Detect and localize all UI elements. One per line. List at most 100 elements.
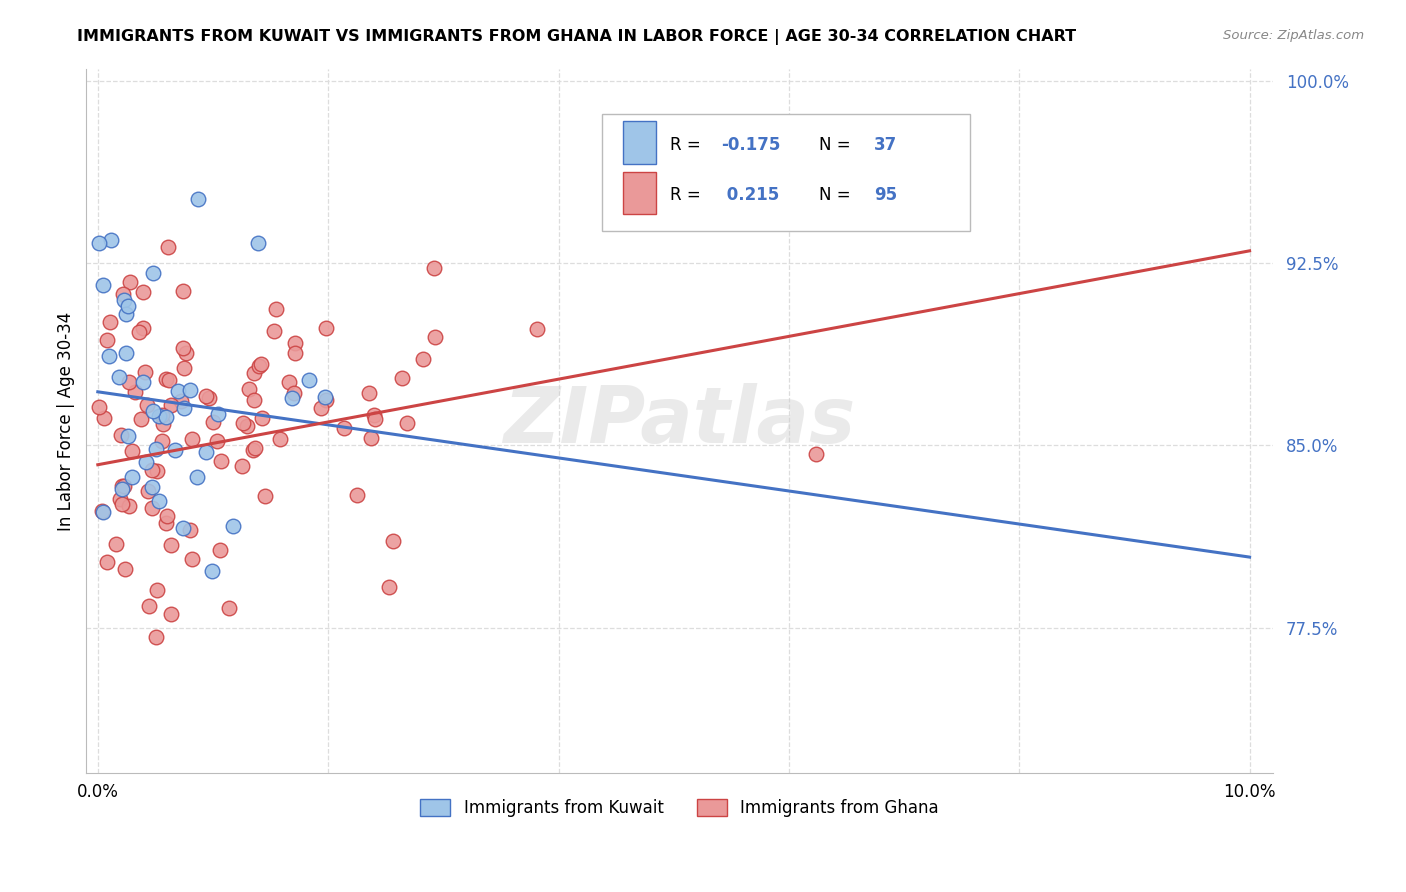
- Point: [90, 504, 112, 518]
- Text: R =: R =: [671, 186, 700, 204]
- Point: [180, 551, 202, 566]
- Point: [121, 469, 143, 483]
- Point: [93, 410, 115, 425]
- Point: [157, 373, 180, 387]
- Point: [180, 432, 202, 446]
- Point: [222, 519, 245, 533]
- Point: [114, 562, 136, 576]
- Point: [298, 373, 321, 387]
- Point: [132, 375, 155, 389]
- Point: [145, 630, 167, 644]
- Point: [114, 479, 136, 493]
- Point: [205, 434, 228, 448]
- Point: [110, 482, 132, 496]
- Point: [194, 444, 217, 458]
- Text: N =: N =: [820, 136, 851, 153]
- Point: [98, 315, 121, 329]
- Point: [250, 358, 273, 372]
- Point: [167, 384, 190, 398]
- Point: [172, 342, 194, 356]
- Point: [173, 361, 195, 376]
- Point: [242, 366, 264, 380]
- Point: [87, 235, 110, 250]
- Point: [250, 411, 273, 425]
- Point: [412, 351, 434, 366]
- Point: [315, 321, 337, 335]
- Point: [247, 235, 270, 250]
- Point: [136, 398, 159, 412]
- Point: [209, 453, 232, 467]
- Point: [382, 533, 405, 548]
- Point: [315, 390, 337, 404]
- Point: [152, 417, 174, 431]
- Point: [134, 365, 156, 379]
- Point: [208, 543, 231, 558]
- Point: [111, 479, 134, 493]
- Text: N =: N =: [820, 186, 851, 204]
- Point: [111, 497, 134, 511]
- Point: [118, 375, 141, 389]
- Point: [150, 408, 173, 422]
- Y-axis label: In Labor Force | Age 30-34: In Labor Force | Age 30-34: [58, 311, 75, 531]
- Point: [107, 370, 129, 384]
- Point: [243, 442, 266, 456]
- Point: [155, 409, 177, 424]
- Point: [138, 599, 160, 613]
- Point: [201, 564, 224, 578]
- Point: [142, 404, 165, 418]
- Point: [332, 421, 354, 435]
- Point: [195, 389, 218, 403]
- Point: [96, 555, 118, 569]
- Point: [160, 538, 183, 552]
- Point: [278, 376, 301, 390]
- Text: 0.215: 0.215: [721, 186, 779, 204]
- Point: [145, 583, 167, 598]
- Text: 37: 37: [875, 136, 897, 153]
- Point: [146, 464, 169, 478]
- Point: [117, 299, 139, 313]
- Point: [93, 278, 115, 293]
- Point: [142, 266, 165, 280]
- Text: ZIPatlas: ZIPatlas: [503, 383, 856, 459]
- Point: [157, 240, 180, 254]
- Point: [284, 346, 307, 360]
- Point: [104, 537, 127, 551]
- Point: [108, 491, 131, 506]
- Point: [156, 509, 179, 524]
- Point: [231, 458, 253, 473]
- Point: [170, 393, 193, 408]
- Point: [526, 321, 548, 335]
- Point: [179, 523, 201, 537]
- Point: [141, 463, 163, 477]
- Point: [281, 392, 304, 406]
- Point: [238, 382, 260, 396]
- Point: [236, 419, 259, 434]
- Point: [172, 521, 194, 535]
- Point: [110, 428, 132, 442]
- Point: [254, 489, 277, 503]
- Point: [243, 393, 266, 408]
- Point: [132, 285, 155, 300]
- Point: [155, 516, 177, 530]
- Point: [357, 386, 380, 401]
- Point: [364, 412, 387, 426]
- Point: [129, 411, 152, 425]
- Point: [163, 443, 186, 458]
- Point: [187, 192, 209, 206]
- Point: [207, 407, 229, 421]
- Point: [135, 455, 157, 469]
- Point: [172, 284, 194, 298]
- Point: [160, 398, 183, 412]
- Point: [422, 260, 444, 275]
- Point: [141, 480, 163, 494]
- Point: [120, 275, 142, 289]
- Point: [378, 580, 401, 594]
- Point: [269, 432, 291, 446]
- Point: [148, 494, 170, 508]
- Point: [263, 324, 285, 338]
- Point: [155, 372, 177, 386]
- Point: [148, 409, 170, 423]
- Point: [186, 469, 208, 483]
- Point: [121, 444, 143, 458]
- Point: [114, 307, 136, 321]
